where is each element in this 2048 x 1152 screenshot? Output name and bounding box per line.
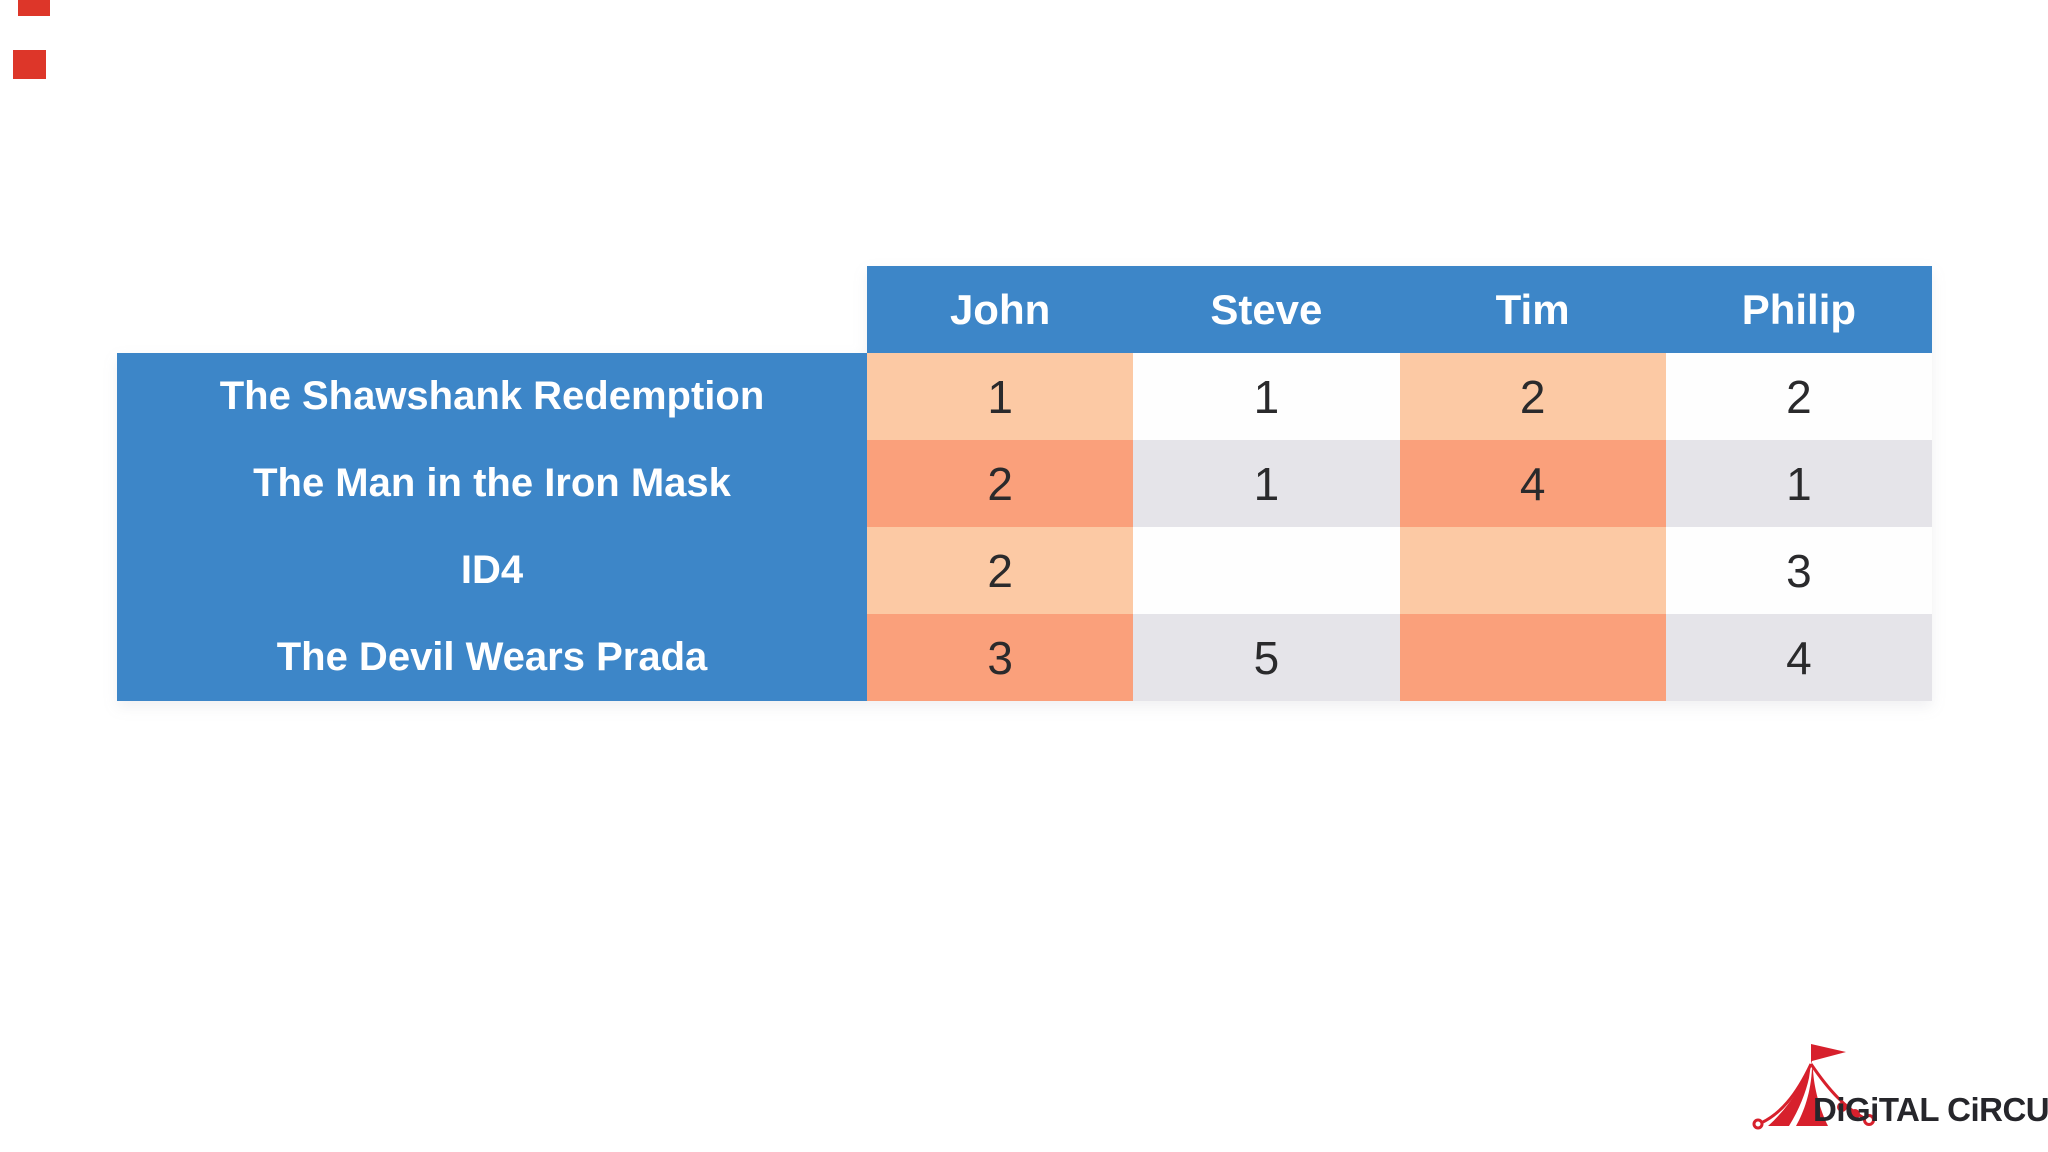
table-cell: 2 [1665, 353, 1932, 440]
column-header: Steve [1210, 285, 1323, 333]
table-cell [1399, 614, 1666, 701]
table-cell: 4 [1399, 440, 1666, 527]
table-cell: 1 [1133, 440, 1400, 527]
digital-circus-logo: DiGiTAL CiRCUS [1748, 1034, 2048, 1134]
table-cell: 1 [1133, 353, 1400, 440]
column-header: Philip [1741, 285, 1857, 333]
table-cell: 2 [1399, 353, 1666, 440]
row-label: The Shawshank Redemption [219, 374, 765, 418]
table-header-row: John Steve Tim Philip [867, 266, 1932, 353]
table-cell: 4 [1665, 614, 1932, 701]
logo-wordmark: DiGiTAL CiRCUS [1813, 1091, 2048, 1128]
table-body: 1 1 2 2 2 1 4 1 2 3 3 5 4 [867, 353, 1932, 701]
table-cell: 5 [1133, 614, 1400, 701]
corner-artifact-mark [18, 0, 50, 16]
table-cell: 2 [867, 440, 1134, 527]
table-cell: 3 [1665, 527, 1932, 614]
table-cell: 1 [1665, 440, 1932, 527]
row-label: The Devil Wears Prada [276, 635, 708, 679]
column-header: John [949, 285, 1051, 333]
table-cell: 2 [867, 527, 1134, 614]
table-cell [1399, 527, 1666, 614]
row-label: ID4 [460, 548, 524, 592]
row-label-column: The Shawshank Redemption The Man in the … [117, 353, 867, 701]
circus-tent-icon [1752, 1044, 1875, 1130]
table-cell [1133, 527, 1400, 614]
column-header: Tim [1495, 285, 1570, 333]
table-cell: 1 [867, 353, 1134, 440]
table-cell: 3 [867, 614, 1134, 701]
corner-artifact-mark [13, 50, 46, 79]
row-label: The Man in the Iron Mask [253, 461, 731, 505]
